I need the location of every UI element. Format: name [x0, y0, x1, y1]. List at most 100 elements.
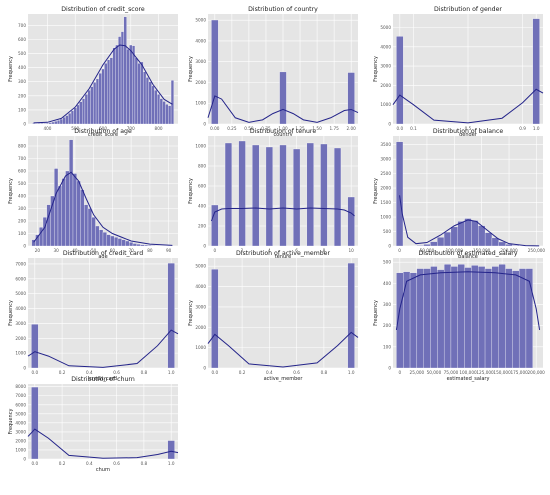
y-tick-label: 1000 — [15, 447, 26, 452]
x-tick-label: 75,000 — [444, 370, 459, 375]
y-tick-label: 100 — [383, 344, 391, 349]
y-tick-label: 4000 — [15, 306, 26, 311]
histogram-bar — [320, 143, 328, 247]
y-axis-label: Frequency — [373, 178, 379, 204]
histogram-bar — [238, 140, 246, 247]
y-axis-label: Frequency — [8, 409, 14, 435]
histogram-bar — [484, 232, 493, 247]
histogram-panel: 0 1000 2000 3000 4000 5000 0.0 0.1 0.5 0.9 1.0 Dist… — [373, 6, 544, 138]
histogram-bar — [137, 63, 141, 125]
histogram-bar — [484, 268, 493, 369]
histogram-bar — [464, 267, 472, 369]
x-tick-label: 80 — [147, 248, 153, 253]
histogram-bar — [167, 440, 175, 460]
histogram-bar — [51, 121, 55, 125]
histogram-bar — [147, 245, 152, 247]
histogram-bar — [471, 265, 479, 369]
histogram-bar — [162, 101, 166, 125]
x-axis-label: balance — [458, 254, 478, 260]
y-axis-label: Frequency — [373, 300, 379, 326]
plot-area — [28, 384, 178, 459]
histogram-bar — [279, 144, 287, 247]
y-tick-label: 2000 — [195, 325, 206, 330]
y-tick-label: 500 — [383, 260, 391, 265]
histogram-bar — [102, 232, 107, 247]
y-tick-label: 0 — [23, 457, 26, 462]
histogram-bar — [450, 226, 458, 247]
histogram-bar — [54, 168, 59, 247]
histogram-bar — [98, 73, 102, 125]
kde-curve — [33, 171, 173, 246]
x-tick-label: 800 — [155, 126, 163, 131]
histogram-bar — [121, 239, 126, 247]
histogram-bar — [69, 139, 74, 247]
histogram-bar — [450, 266, 458, 369]
histogram-bar — [84, 204, 89, 247]
y-tick-label: 200 — [18, 93, 26, 98]
histogram-bar — [416, 268, 424, 369]
x-axis-label: estimated_salary — [447, 376, 490, 382]
x-tick-label: 175,000 — [510, 370, 528, 375]
x-tick-label: 1.50 — [312, 126, 322, 131]
y-tick-label: 0 — [203, 122, 206, 127]
y-axis-label: Frequency — [373, 56, 379, 82]
histogram-bar — [106, 234, 111, 247]
histogram-bar — [347, 72, 355, 125]
x-tick-label: 0.6 — [113, 461, 120, 466]
y-axis-label: Frequency — [8, 178, 14, 204]
histogram-bar — [65, 170, 70, 247]
histogram-bar — [293, 148, 301, 247]
x-tick-label: 0.1 — [410, 126, 417, 131]
histogram-bar — [40, 123, 44, 125]
histogram-bar — [333, 147, 342, 247]
x-axis-label: age — [98, 254, 107, 260]
x-tick-label: 0.00 — [210, 126, 220, 131]
histogram-bar — [99, 229, 104, 247]
kde-curve — [27, 329, 179, 368]
histogram-bar — [87, 208, 92, 247]
y-tick-label: 7000 — [15, 261, 26, 266]
y-tick-label: 600 — [198, 184, 206, 189]
x-tick-label: 1.0 — [168, 461, 175, 466]
histogram-bar — [525, 268, 533, 369]
x-tick-label: 2.00 — [347, 126, 357, 131]
histogram-bar — [437, 269, 445, 369]
y-tick-label: 4000 — [195, 38, 206, 43]
y-tick-label: 7000 — [15, 393, 26, 398]
x-tick-label: 6 — [295, 248, 298, 253]
x-tick-label: 0.2 — [59, 370, 66, 375]
panel-title: Distribution of gender — [434, 6, 502, 13]
histogram-bar — [132, 45, 136, 125]
x-tick-label: 0.8 — [141, 461, 148, 466]
y-tick-label: 2500 — [380, 171, 391, 176]
y-axis-label: Frequency — [8, 300, 14, 326]
histogram-bar — [31, 386, 39, 460]
histogram-bar — [70, 110, 74, 125]
x-tick-label: 1.00 — [278, 126, 288, 131]
x-tick-label: 700 — [127, 126, 135, 131]
y-tick-label: 3000 — [15, 429, 26, 434]
histogram-bar — [54, 121, 58, 125]
histogram-bar — [157, 94, 161, 125]
histogram-bar — [403, 271, 411, 369]
kde-curve — [27, 428, 179, 459]
y-tick-label: 1000 — [195, 345, 206, 350]
histogram-bar — [265, 146, 273, 247]
kde-curve — [392, 88, 544, 124]
histogram-bar — [498, 264, 506, 369]
histogram-bar — [423, 244, 431, 247]
histogram-bar — [170, 80, 174, 125]
y-tick-label: 4000 — [195, 284, 206, 289]
histogram-bar — [73, 107, 77, 125]
y-tick-label: 2000 — [15, 336, 26, 341]
y-tick-label: 400 — [383, 281, 391, 286]
y-tick-label: 3000 — [380, 64, 391, 69]
histogram-bar — [347, 196, 355, 247]
x-tick-label: 0 — [398, 248, 401, 253]
x-tick-label: 0.8 — [321, 370, 328, 375]
y-tick-label: 4000 — [380, 44, 391, 49]
x-tick-label: 40 — [72, 248, 78, 253]
histogram-bar — [457, 264, 465, 369]
histogram-bar — [118, 36, 122, 125]
histogram-bar — [109, 57, 113, 125]
